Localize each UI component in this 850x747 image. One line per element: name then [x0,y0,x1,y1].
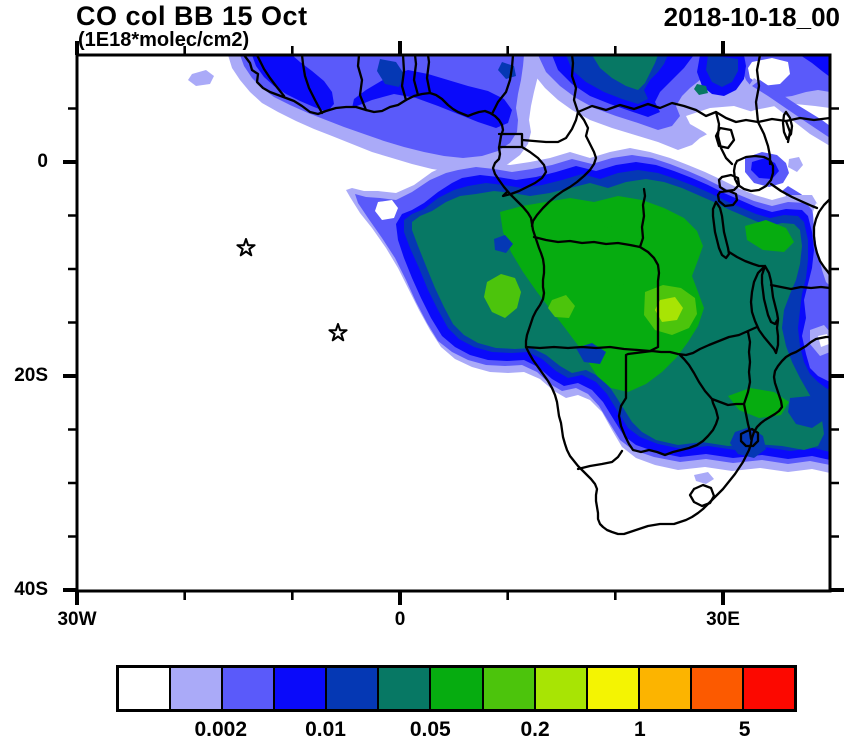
date-label: 2018-10-18_00 [663,2,840,32]
colorbar-cell [691,668,744,709]
x-tick-label-30e: 30E [706,609,740,630]
colorbar-cell [743,668,795,709]
x-tick-label-30w: 30W [57,609,97,630]
colorbar-cell [119,668,172,709]
africa-coastline [242,55,830,536]
plot-title: CO col BB 15 Oct [76,1,308,31]
country-borders-central [497,55,830,353]
colorbar-cell [639,668,692,709]
colorbar-tick-label: 0.2 [520,718,550,741]
country-borders-south [576,325,760,508]
plot-units-subtitle: (1E18*molec/cm2) [78,29,250,51]
colorbar-tick-label: 0.002 [194,718,248,741]
colorbar-cell [587,668,640,709]
colorbar-tick-label: 1 [634,718,646,741]
minor-ticks [68,46,839,600]
colorbar-tick-label: 0.01 [305,718,346,741]
y-tick-label-40s: 40S [14,579,48,600]
y-tick-label-0: 0 [37,151,48,172]
colorbar-tick-label: 5 [738,718,751,741]
x-tick-label-0: 0 [394,609,406,630]
colorbar-cell [483,668,536,709]
colorbar [116,665,797,712]
colorbar-cell [379,668,432,709]
station-markers [236,238,348,342]
country-borders-west [255,55,515,116]
colorbar-tick-label: 0.05 [409,718,451,741]
y-tick-label-20s: 20S [14,365,48,386]
star-marker-ascension [236,238,256,257]
colorbar-cell [223,668,276,709]
colorbar-cell [327,668,380,709]
colorbar-cell [171,668,224,709]
contour-fill-layers [188,55,830,484]
country-borders-east [711,55,830,355]
star-marker-sthelena [328,323,348,342]
major-ticks [63,41,844,605]
colorbar-cell [275,668,328,709]
colorbar-cell [431,668,484,709]
colorbar-cell [535,668,588,709]
